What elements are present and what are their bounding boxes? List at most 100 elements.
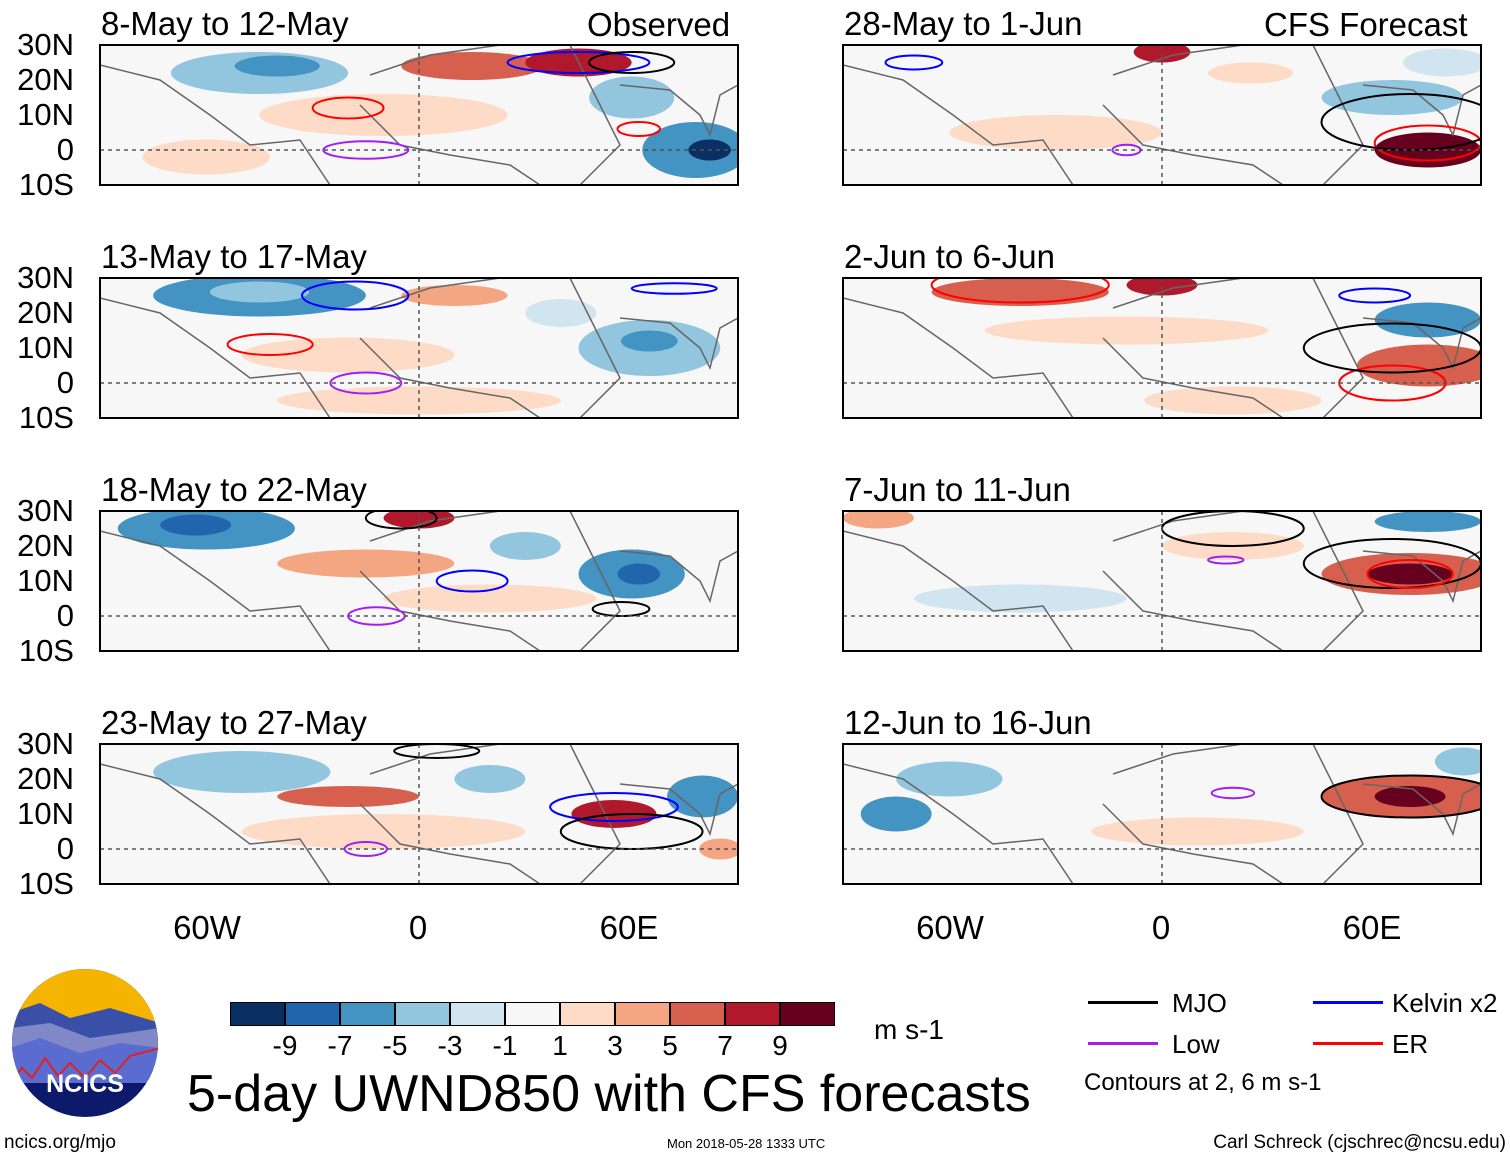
coastline-americas [843, 297, 1074, 418]
wave-contour [588, 51, 676, 74]
colorbar-swatch [615, 1002, 670, 1026]
colorbar-tick-label: 3 [607, 1030, 623, 1061]
lat-tick-label: 10S [18, 167, 74, 202]
wave-contour [1302, 322, 1481, 374]
coastline-asia [1362, 550, 1481, 604]
lat-tick-label: 10S [18, 400, 74, 435]
anomaly-region [153, 751, 331, 793]
anomaly-region [142, 139, 271, 175]
anomaly-region [383, 584, 597, 613]
wave-contour [329, 371, 403, 395]
wave-contour [1210, 786, 1256, 800]
anomaly-region [1434, 747, 1481, 776]
wave-contour [616, 121, 662, 137]
anomaly-region [667, 775, 738, 818]
map-panel [99, 510, 739, 652]
lon-tick-label: 60E [1342, 909, 1402, 946]
wave-contour [506, 51, 651, 74]
colorbar-tick-label: -3 [437, 1030, 463, 1061]
anomaly-region [1374, 511, 1481, 532]
wave-contour [1302, 538, 1481, 589]
lat-tick-label: 0 [56, 598, 74, 633]
panel-title: 12-Jun to 16-Jun [844, 704, 1092, 741]
footer-author: Carl Schreck (cjschrec@ncsu.edu) [1213, 1132, 1506, 1153]
coastline-africa [1102, 278, 1364, 418]
panel-title: 13-May to 17-May [101, 238, 367, 275]
anomaly-region [931, 278, 1109, 306]
colorbar-swatch [450, 1002, 505, 1026]
colorbar-tick-label: 7 [717, 1030, 733, 1061]
lat-tick-label: 0 [56, 365, 74, 400]
colorbar-swatch [230, 1002, 285, 1026]
panel-frame [99, 44, 739, 186]
map-panel [99, 44, 739, 186]
colorbar-tick-label: -7 [327, 1030, 353, 1061]
anomaly-region [1374, 302, 1481, 338]
coastline-africa [359, 45, 621, 185]
coastline-americas [843, 763, 1074, 884]
er-line-swatch [1313, 1042, 1383, 1045]
colorbar-tick-label: 5 [662, 1030, 678, 1061]
panel-frame [99, 277, 739, 419]
logo-text: NCICS [46, 1070, 124, 1098]
legend-er: ER [1392, 1029, 1429, 1059]
anomaly-region [589, 76, 675, 119]
colorbar-tick-label: -1 [492, 1030, 518, 1061]
lat-tick-label: 10N [17, 796, 74, 831]
colorbar-swatch [340, 1002, 395, 1026]
wave-contour [630, 282, 718, 295]
panel-frame [99, 743, 739, 885]
lat-tick-label: 20N [17, 528, 74, 563]
coastline-asia [619, 317, 738, 371]
coastline-asia [619, 550, 738, 604]
colorbar-swatch [505, 1002, 560, 1026]
wave-contour [1207, 555, 1245, 565]
anomaly-region [617, 563, 661, 585]
mjo-line-swatch [1088, 1001, 1158, 1004]
anomaly-region [454, 765, 526, 793]
observed-label: Observed [587, 6, 731, 43]
wave-contour [311, 96, 385, 120]
wave-contour [364, 511, 438, 530]
anomaly-region [209, 281, 310, 303]
panel-frame [99, 510, 739, 652]
anomaly-region [259, 94, 508, 136]
lat-tick-label: 30N [17, 260, 74, 295]
map-panel [842, 510, 1482, 652]
anomaly-region [1356, 344, 1481, 387]
anomaly-region [1091, 817, 1304, 846]
map-panel [842, 44, 1482, 186]
lat-tick-label: 10N [17, 563, 74, 598]
lat-tick-label: 10N [17, 330, 74, 365]
wave-contour [930, 278, 1110, 304]
lat-tick-label: 30N [17, 27, 74, 62]
wave-contour [549, 792, 679, 822]
contour-note: Contours at 2, 6 m s-1 [1084, 1069, 1322, 1096]
coastline-asia [1362, 317, 1481, 371]
colorbar-swatch [395, 1002, 450, 1026]
wave-contour [1366, 559, 1454, 589]
panel-frame [842, 510, 1482, 652]
anomaly-region [984, 316, 1269, 345]
anomaly-region [843, 511, 914, 529]
lon-tick-label: 60W [916, 909, 984, 946]
panel-title: 8-May to 12-May [101, 5, 349, 42]
map-panel [842, 743, 1482, 885]
wave-contour [322, 140, 410, 160]
anomaly-region [401, 285, 508, 306]
panel-frame [842, 277, 1482, 419]
anomaly-region [277, 549, 455, 578]
coastline-africa [1102, 744, 1364, 884]
lon-tick-label: 0 [1151, 909, 1171, 946]
lat-tick-label: 0 [56, 132, 74, 167]
anomaly-region [1403, 48, 1481, 77]
anomaly-region [860, 796, 932, 832]
anomaly-region [241, 814, 526, 849]
anomaly-region [277, 786, 419, 807]
forecast-label: CFS Forecast [1264, 6, 1468, 43]
lat-tick-label: 20N [17, 62, 74, 97]
wave-contour [1338, 287, 1412, 304]
panel-title: 23-May to 27-May [101, 704, 367, 741]
anomaly-region [489, 532, 561, 560]
coastline-americas [843, 530, 1074, 651]
